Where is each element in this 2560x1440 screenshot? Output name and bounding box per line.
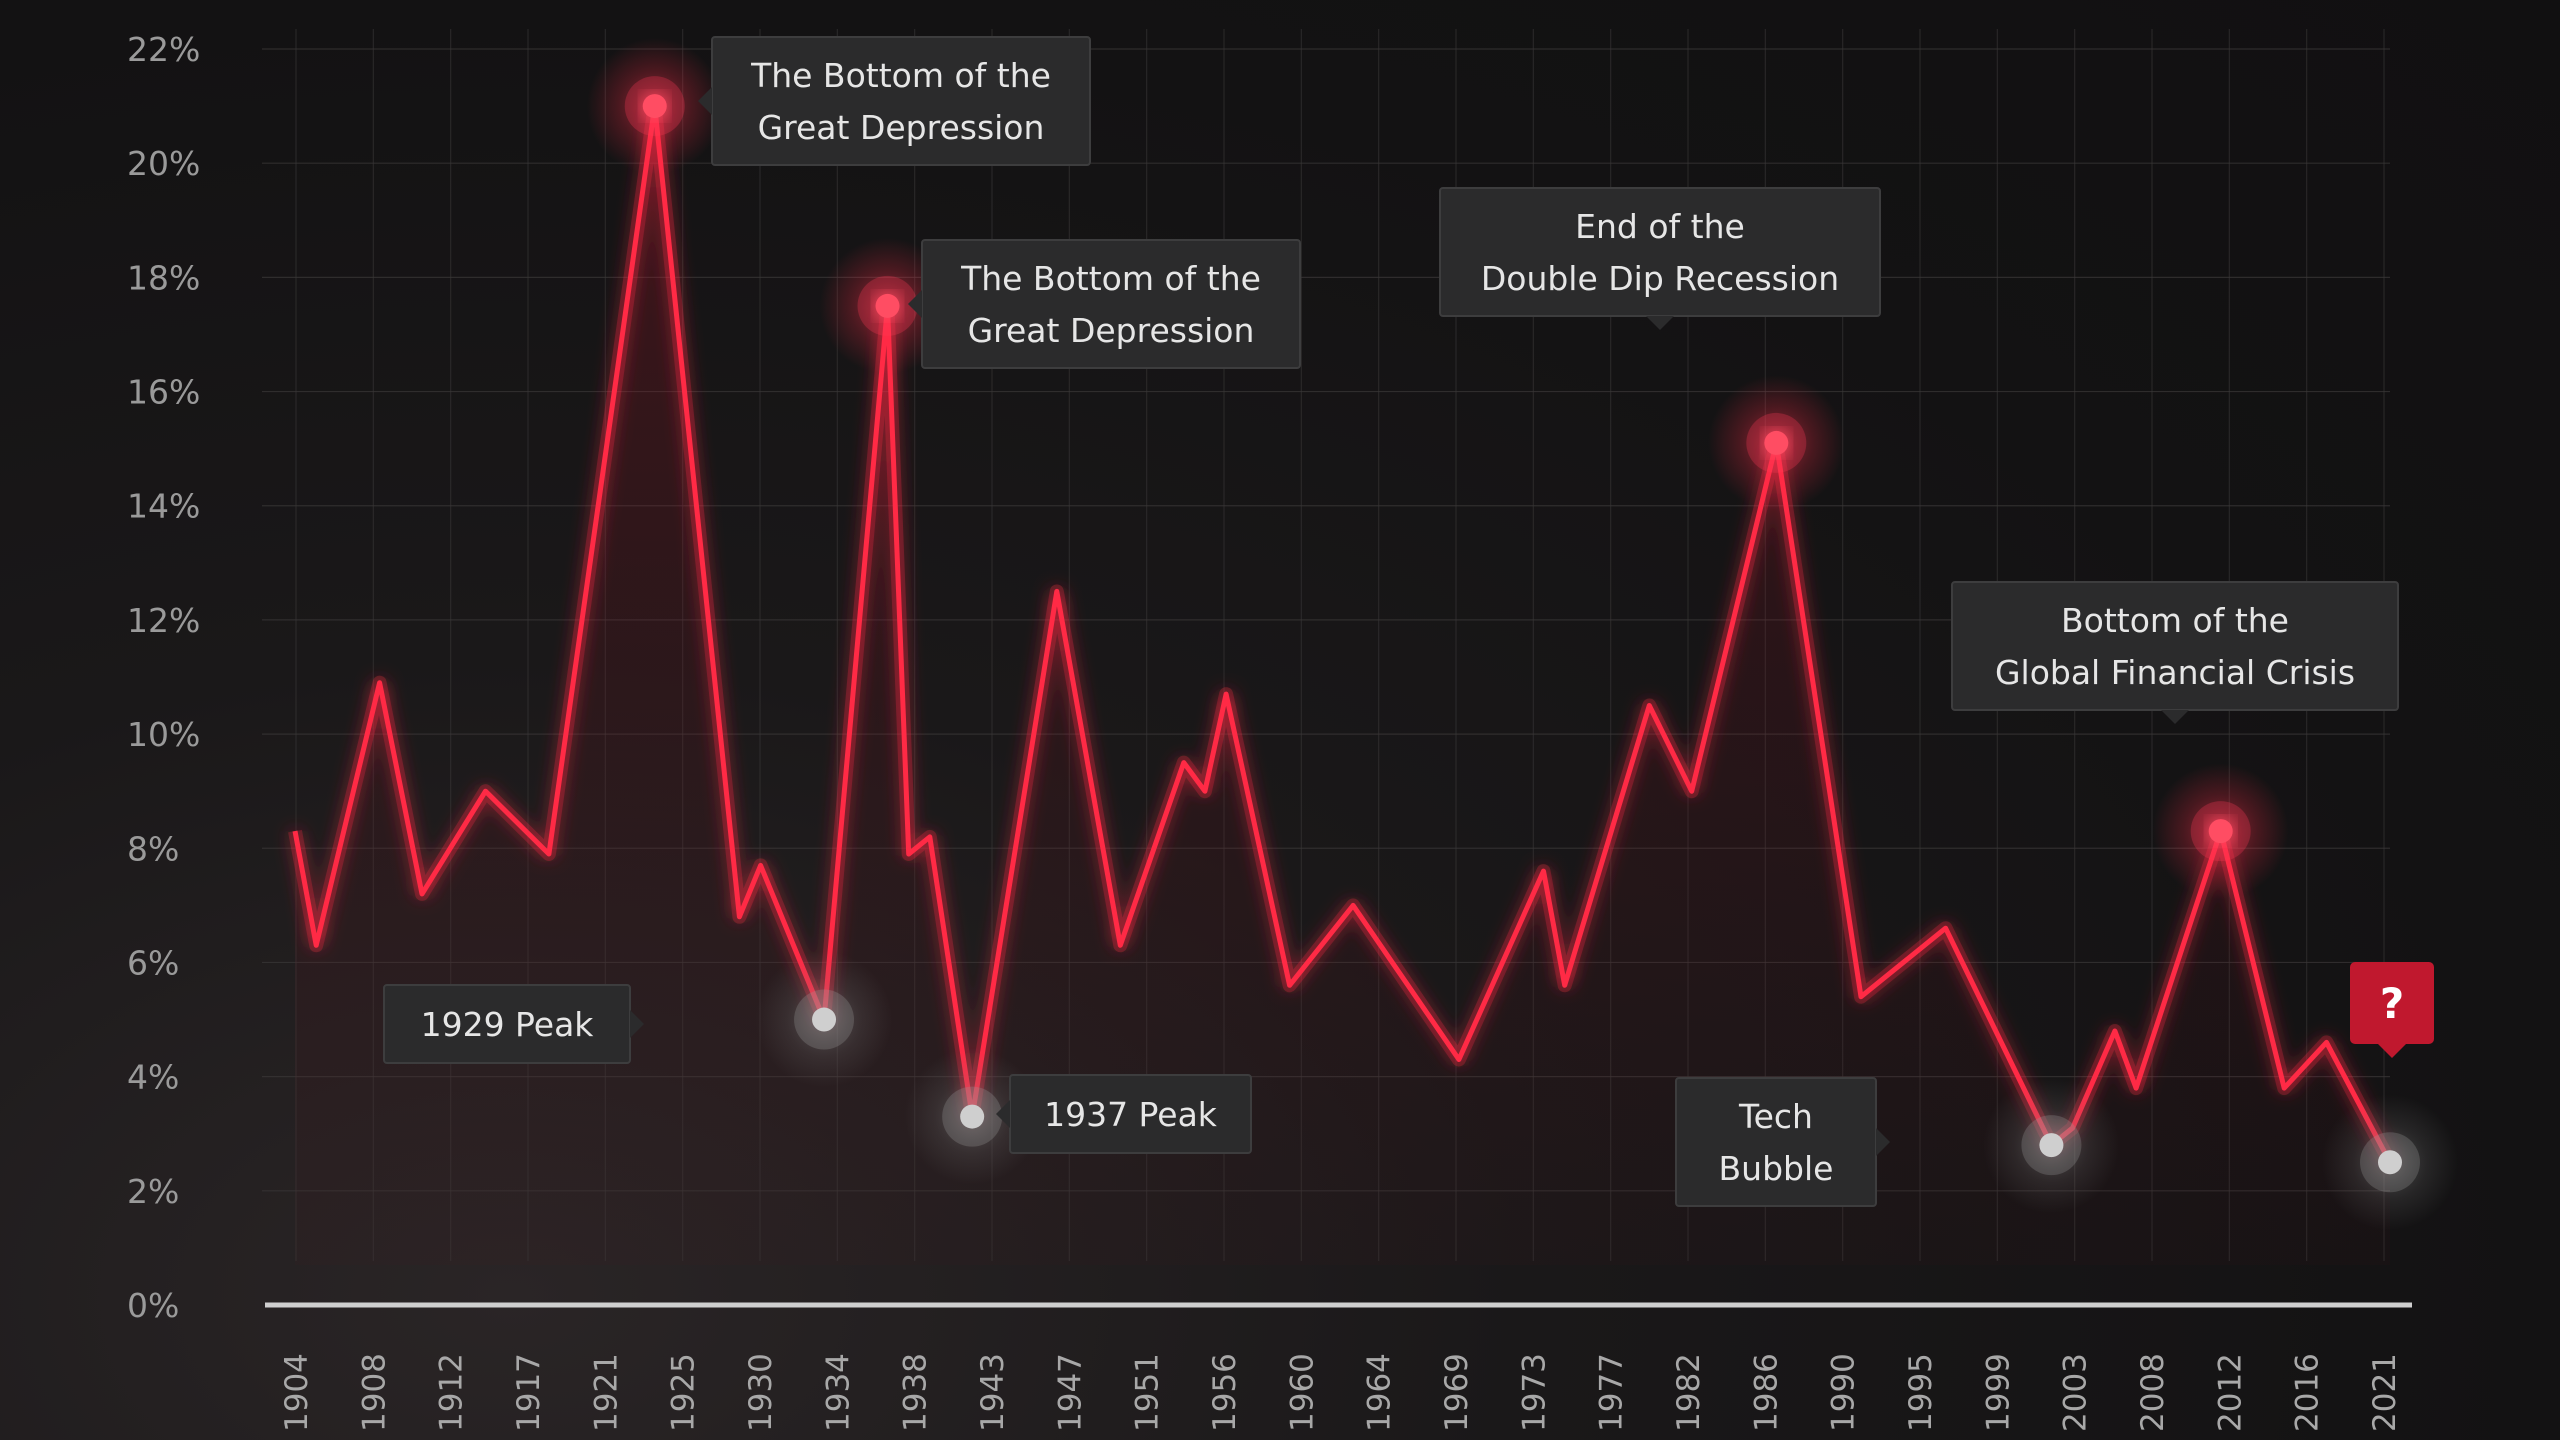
callout-label: The Bottom of the <box>960 259 1261 298</box>
x-tick-label: 1921 <box>588 1353 624 1432</box>
callout-pointer <box>1876 1128 1890 1156</box>
x-tick-label: 1960 <box>1284 1353 1320 1432</box>
callout-label: Great Depression <box>968 311 1255 350</box>
x-tick-label: 1956 <box>1207 1353 1243 1432</box>
x-tick-label: 1995 <box>1903 1353 1939 1432</box>
callout-label: Double Dip Recession <box>1481 259 1839 298</box>
x-tick-label: 1973 <box>1516 1353 1552 1432</box>
callout: Tech Bubble <box>1675 1077 1890 1207</box>
data-point-marker <box>875 293 900 318</box>
x-tick-label: 1990 <box>1826 1353 1862 1432</box>
x-tick-label: 2016 <box>2290 1353 2326 1432</box>
data-point-marker <box>960 1104 985 1129</box>
data-point-marker <box>642 94 667 119</box>
data-point-marker <box>1764 430 1789 455</box>
callout-label: Great Depression <box>758 108 1045 147</box>
x-tick-label: 1986 <box>1748 1353 1784 1432</box>
callout-label: End of the <box>1575 207 1745 246</box>
x-tick-label: 1982 <box>1671 1353 1707 1432</box>
callout-label: Bubble <box>1719 1149 1834 1188</box>
callout-pointer <box>2161 710 2189 724</box>
callout-label: 1929 Peak <box>421 1005 595 1044</box>
x-tick-label: 1938 <box>898 1353 934 1432</box>
y-tick-label: 8% <box>127 829 179 868</box>
y-tick-label: 6% <box>127 943 179 982</box>
question-box <box>2350 962 2434 1044</box>
callout: End of the Double Dip Recession <box>1439 187 1881 330</box>
x-tick-label: 1908 <box>356 1353 392 1432</box>
y-tick-label: 14% <box>127 487 200 526</box>
callout-label: Tech <box>1738 1097 1813 1136</box>
callout: ? <box>2350 962 2434 1058</box>
callout-pointer <box>908 290 922 318</box>
x-tick-label: 1904 <box>279 1353 315 1432</box>
x-tick-label: 2021 <box>2367 1353 2403 1432</box>
callout-label: The Bottom of the <box>750 56 1051 95</box>
x-tick-label: 1977 <box>1594 1353 1630 1432</box>
callout-label: 1937 Peak <box>1044 1095 1218 1134</box>
x-tick-label: 2008 <box>2135 1353 2171 1432</box>
axes: 0% 2% 4% 6% 8% 10% 12% 14% 16% 18% 20% 22% 1904 1908 1… <box>127 30 2412 1432</box>
callout: 1929 Peak <box>383 984 644 1064</box>
y-tick-label: 10% <box>127 715 200 754</box>
callout: The Bottom of the Great Depression <box>908 239 1301 369</box>
y-tick-label: 2% <box>127 1172 179 1211</box>
x-tick-label: 1925 <box>666 1353 702 1432</box>
data-point-marker <box>2039 1133 2064 1158</box>
x-tick-label: 1912 <box>434 1353 470 1432</box>
y-tick-label: 0% <box>127 1286 179 1325</box>
data-point-marker <box>2208 819 2233 844</box>
x-tick-label: 2003 <box>2058 1353 2094 1432</box>
y-tick-label: 16% <box>127 373 200 412</box>
x-tick-label: 1917 <box>511 1353 547 1432</box>
callout: The Bottom of the Great Depression <box>698 36 1091 166</box>
callout-label: Bottom of the <box>2061 601 2289 640</box>
x-tick-label: 1951 <box>1130 1353 1166 1432</box>
x-tick-label: 1930 <box>743 1353 779 1432</box>
x-tick-label: 1934 <box>820 1353 856 1432</box>
y-tick-label: 22% <box>127 30 200 69</box>
callout-pointer <box>630 1010 644 1038</box>
y-tick-label: 12% <box>127 601 200 640</box>
callout-pointer <box>996 1100 1010 1128</box>
question-mark-label: ? <box>2380 979 2404 1028</box>
y-tick-label: 4% <box>127 1058 179 1097</box>
callout-pointer <box>2378 1044 2406 1058</box>
x-tick-label: 2012 <box>2212 1353 2248 1432</box>
callout: Bottom of the Global Financial Crisis <box>1951 581 2399 724</box>
x-tick-label: 1947 <box>1052 1353 1088 1432</box>
callout-pointer <box>1646 316 1674 330</box>
callout-pointer <box>698 87 712 115</box>
y-tick-label: 20% <box>127 144 200 183</box>
x-tick-label: 1969 <box>1439 1353 1475 1432</box>
x-tick-label: 1964 <box>1362 1353 1398 1432</box>
x-tick-label: 1999 <box>1980 1353 2016 1432</box>
data-point-marker <box>812 1007 837 1032</box>
callout-label: Global Financial Crisis <box>1995 653 2355 692</box>
y-tick-label: 18% <box>127 258 200 297</box>
data-point-marker <box>2378 1150 2402 1175</box>
callout: 1937 Peak <box>996 1074 1252 1154</box>
x-tick-label: 1943 <box>975 1353 1011 1432</box>
